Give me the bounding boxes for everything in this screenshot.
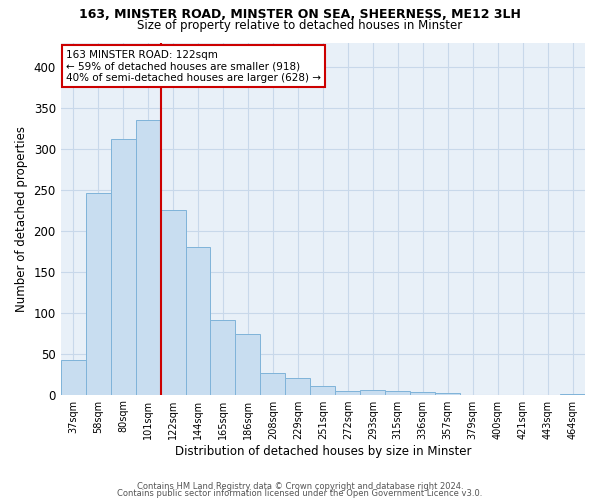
Bar: [360, 390, 385, 394]
Bar: [61, 360, 86, 394]
Y-axis label: Number of detached properties: Number of detached properties: [15, 126, 28, 312]
Bar: [110, 139, 136, 394]
Bar: [161, 210, 185, 394]
Text: Contains HM Land Registry data © Crown copyright and database right 2024.: Contains HM Land Registry data © Crown c…: [137, 482, 463, 491]
Bar: [185, 247, 211, 394]
Text: 163, MINSTER ROAD, MINSTER ON SEA, SHEERNESS, ME12 3LH: 163, MINSTER ROAD, MINSTER ON SEA, SHEER…: [79, 8, 521, 20]
Bar: [335, 392, 360, 394]
Text: 163 MINSTER ROAD: 122sqm
← 59% of detached houses are smaller (918)
40% of semi-: 163 MINSTER ROAD: 122sqm ← 59% of detach…: [66, 50, 321, 82]
Bar: [211, 320, 235, 394]
Bar: [435, 393, 460, 394]
Bar: [86, 193, 110, 394]
Bar: [410, 392, 435, 394]
Bar: [286, 378, 310, 394]
Text: Size of property relative to detached houses in Minster: Size of property relative to detached ho…: [137, 19, 463, 32]
Bar: [136, 120, 161, 394]
Text: Contains public sector information licensed under the Open Government Licence v3: Contains public sector information licen…: [118, 490, 482, 498]
Bar: [260, 374, 286, 394]
X-axis label: Distribution of detached houses by size in Minster: Distribution of detached houses by size …: [175, 444, 471, 458]
Bar: [235, 334, 260, 394]
Bar: [385, 392, 410, 394]
Bar: [310, 386, 335, 394]
